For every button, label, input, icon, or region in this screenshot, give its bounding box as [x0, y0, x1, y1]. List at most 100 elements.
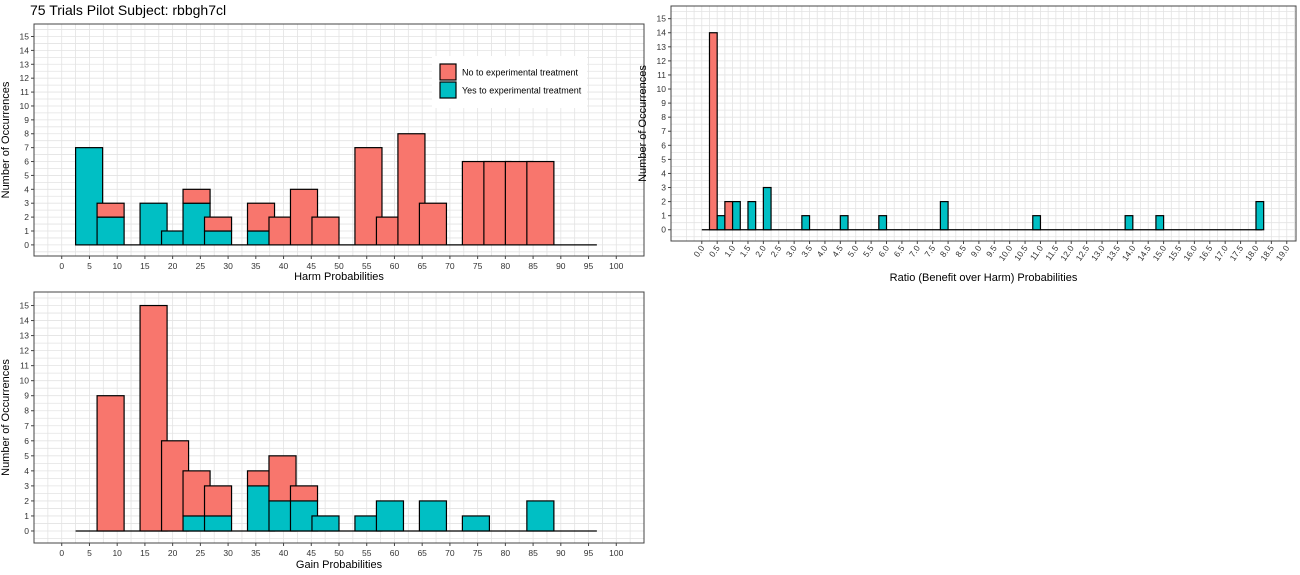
- ratio-x-tick-label: 1.5: [738, 243, 753, 259]
- harm-y-tick-label: 14: [20, 45, 30, 55]
- ratio-x-tick-label: 17.5: [1228, 243, 1246, 263]
- ratio-x-tick-label: 4.0: [815, 243, 830, 259]
- ratio-x-tick-label: 11.0: [1028, 243, 1045, 262]
- gain-x-tick-label: 85: [528, 548, 538, 558]
- gain-y-tick-label: 1: [24, 511, 29, 521]
- ratio-x-tick-label: 6.5: [892, 243, 907, 259]
- gain-x-axis-title: Gain Probabilities: [296, 559, 383, 571]
- gain-x-tick-label: 30: [223, 548, 233, 558]
- harm-y-tick-label: 9: [24, 115, 29, 125]
- ratio-y-axis-title: Number of Occurrences: [637, 65, 649, 182]
- ratio-bar-yes: [939, 200, 949, 231]
- harm-y-tick-label: 5: [24, 170, 29, 180]
- ratio-x-tick-label: 0.5: [707, 243, 722, 259]
- ratio-x-tick-label: 15.0: [1151, 243, 1169, 263]
- gain-x-tick-label: 80: [501, 548, 511, 558]
- gain-x-tick-label: 60: [390, 548, 400, 558]
- gain-x-tick-label: 35: [251, 548, 261, 558]
- harm-x-tick-label: 95: [584, 261, 594, 271]
- gain-x-tick-label: 15: [140, 548, 150, 558]
- gain-x-tick-label: 25: [196, 548, 206, 558]
- ratio-bar-yes: [747, 200, 757, 231]
- ratio-y-tick-label: 14: [657, 28, 667, 38]
- ratio-y-tick-label: 5: [661, 154, 666, 164]
- ratio-x-axis: 0.0 0.5 1.0 1.5 2.0 2.5 3.0 3.5 4.0 4.5 5.0 5.5 6.0 6…: [691, 241, 1292, 263]
- ratio-bar-yes: [1124, 215, 1134, 231]
- gain-bar-yes: [418, 500, 448, 532]
- harm-x-tick-label: 55: [362, 261, 372, 271]
- harm-y-tick-label: 12: [20, 73, 30, 83]
- ratio-y-tick-label: 9: [661, 98, 666, 108]
- harm-bar-no: [96, 202, 125, 218]
- ratio-x-tick-label: 17.0: [1212, 243, 1230, 263]
- gain-bar-no: [289, 485, 319, 502]
- ratio-x-tick-label: 2.0: [753, 243, 768, 259]
- harm-bars: [74, 133, 597, 246]
- harm-x-tick-label: 5: [87, 261, 92, 271]
- ratio-y-tick-label: 11: [657, 70, 666, 80]
- gain-y-tick-label: 11: [20, 361, 29, 371]
- ratio-panel-border: [670, 5, 1297, 242]
- ratio-bar-yes: [801, 215, 811, 231]
- gain-x-axis: 0 5 10 15 20 25 30 35 40 45 50 55 60 65 70 75 80 85 90 95 10…: [59, 543, 624, 558]
- ratio-x-tick-label: 16.5: [1197, 243, 1215, 263]
- ratio-x-tick-label: 8.5: [953, 243, 968, 259]
- ratio-x-tick-label: 3.0: [784, 243, 799, 259]
- ratio-y-tick-label: 13: [657, 42, 667, 52]
- harm-y-axis-title: Number of Occurrences: [0, 81, 12, 198]
- harm-x-tick-label: 30: [223, 261, 233, 271]
- gain-bars: [75, 304, 597, 532]
- harm-y-tick-label: 3: [24, 198, 29, 208]
- ratio-bar-yes: [1155, 215, 1165, 231]
- legend-label: Yes to experimental treatment: [462, 86, 582, 96]
- gain-y-tick-label: 8: [24, 406, 29, 416]
- harm-x-tick-label: 10: [112, 261, 122, 271]
- gain-x-tick-label: 5: [87, 548, 92, 558]
- gain-x-tick-label: 75: [473, 548, 483, 558]
- gain-y-tick-label: 9: [24, 391, 29, 401]
- ratio-bar-yes: [1032, 215, 1042, 231]
- gain-x-tick-label: 40: [279, 548, 289, 558]
- gain-x-tick-label: 95: [584, 548, 594, 558]
- ratio-bar-yes: [878, 215, 888, 231]
- gain-x-tick-label: 10: [112, 548, 122, 558]
- legend-label: No to experimental treatment: [462, 68, 579, 78]
- harm-y-tick-label: 6: [24, 157, 29, 167]
- harm-bar-no: [418, 202, 448, 246]
- ratio-bar-yes: [1255, 200, 1265, 231]
- ratio-bar-no: [724, 200, 734, 231]
- harm-bar-yes: [96, 216, 125, 246]
- ratio-x-tick-label: 11.5: [1043, 243, 1060, 262]
- gain-bar-yes: [526, 500, 555, 532]
- gain-y-tick-label: 5: [24, 451, 29, 461]
- gain-y-tick-label: 15: [20, 301, 30, 311]
- harm-y-tick-label: 15: [20, 32, 30, 42]
- ratio-x-tick-label: 10.0: [997, 243, 1015, 263]
- gain-y-tick-label: 12: [20, 346, 30, 356]
- ratio-y-tick-label: 8: [661, 112, 666, 122]
- gain-x-tick-label: 50: [334, 548, 344, 558]
- ratio-x-axis-title: Ratio (Benefit over Harm) Probabilities: [890, 272, 1078, 284]
- legend-background: [432, 56, 587, 108]
- harm-x-tick-label: 90: [556, 261, 566, 271]
- ratio-y-tick-label: 1: [661, 211, 666, 221]
- harm-x-tick-label: 50: [334, 261, 344, 271]
- harm-x-tick-label: 40: [279, 261, 289, 271]
- ratio-y-tick-label: 3: [661, 183, 666, 193]
- ratio-x-tick-label: 5.0: [845, 243, 860, 259]
- ratio-y-tick-label: 6: [661, 140, 666, 150]
- harm-y-tick-label: 4: [24, 184, 29, 194]
- ratio-bars: [701, 32, 1265, 231]
- ratio-x-tick-label: 1.0: [722, 243, 737, 259]
- ratio-x-tick-label: 15.5: [1166, 243, 1184, 263]
- harm-y-tick-label: 1: [24, 226, 29, 236]
- harm-y-tick-label: 10: [20, 101, 30, 111]
- gain-x-tick-label: 45: [307, 548, 317, 558]
- ratio-y-tick-label: 12: [657, 56, 667, 66]
- gain-x-tick-label: 100: [609, 548, 623, 558]
- ratio-x-tick-label: 18.5: [1258, 243, 1276, 263]
